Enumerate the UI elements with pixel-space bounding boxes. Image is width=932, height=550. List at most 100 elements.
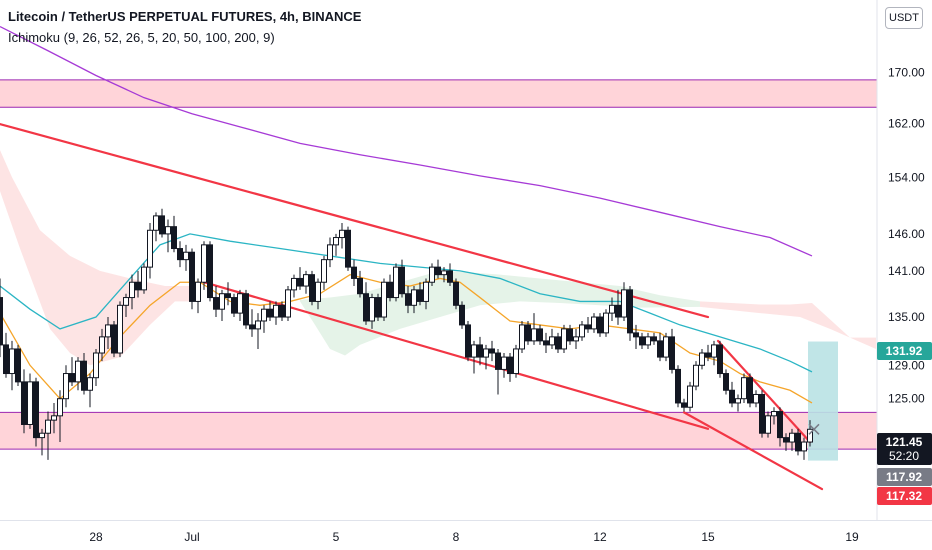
price-label-countdown: 52:20 bbox=[889, 449, 919, 463]
candle-body bbox=[88, 378, 93, 391]
candle-body bbox=[220, 294, 225, 309]
candle-body bbox=[580, 325, 585, 337]
candle bbox=[22, 369, 27, 433]
chart-title: Litecoin / TetherUS PERPETUAL FUTURES, 4… bbox=[8, 9, 361, 24]
candle-body bbox=[628, 290, 633, 333]
candle-body bbox=[226, 294, 231, 298]
candle-body bbox=[508, 357, 513, 373]
candle bbox=[718, 341, 723, 378]
candle bbox=[766, 412, 771, 438]
candle bbox=[628, 286, 633, 341]
candle-body bbox=[712, 345, 717, 357]
price-target-box bbox=[808, 342, 838, 461]
candle-body bbox=[388, 282, 393, 297]
candle-body bbox=[310, 275, 315, 302]
candle-body bbox=[466, 325, 471, 357]
candle bbox=[670, 329, 675, 374]
candle-body bbox=[16, 349, 21, 382]
ma_purple-line bbox=[0, 27, 812, 256]
candle-body bbox=[202, 245, 207, 282]
candle-body bbox=[640, 337, 645, 345]
candle bbox=[514, 345, 519, 378]
price-chart[interactable]: 170.00162.00154.00146.00141.00135.00129.… bbox=[0, 0, 932, 550]
candle bbox=[538, 325, 543, 345]
candle-body bbox=[802, 442, 807, 451]
candle bbox=[502, 353, 507, 378]
candle-body bbox=[52, 416, 57, 420]
candle-body bbox=[172, 227, 177, 249]
candle-body bbox=[670, 337, 675, 370]
candle-body bbox=[748, 378, 753, 403]
candle-body bbox=[460, 305, 465, 325]
candle bbox=[562, 325, 567, 353]
currency-unit-button[interactable]: USDT bbox=[885, 7, 923, 29]
price-label-value: 131.92 bbox=[886, 344, 923, 358]
candle bbox=[274, 301, 279, 324]
candle bbox=[4, 333, 9, 378]
candle-body bbox=[724, 374, 729, 391]
candle-body bbox=[502, 357, 507, 369]
candle-body bbox=[178, 249, 183, 260]
candle bbox=[232, 294, 237, 317]
candle-body bbox=[154, 216, 159, 230]
candle-body bbox=[472, 345, 477, 357]
candle-body bbox=[244, 294, 249, 325]
candle-body bbox=[790, 433, 795, 442]
y-tick-label: 170.00 bbox=[888, 65, 925, 79]
candle bbox=[586, 317, 591, 333]
candle-body bbox=[382, 282, 387, 317]
candle-body bbox=[742, 378, 747, 399]
candle-body bbox=[550, 337, 555, 345]
y-tick-label: 125.00 bbox=[888, 392, 925, 406]
candle bbox=[340, 223, 345, 248]
zone-box-1 bbox=[0, 412, 877, 449]
candle-body bbox=[94, 353, 99, 378]
candle-body bbox=[736, 399, 741, 403]
candle bbox=[760, 390, 765, 437]
candle bbox=[742, 374, 747, 403]
candle-body bbox=[256, 321, 261, 329]
candle bbox=[364, 282, 369, 325]
candle-body bbox=[514, 349, 519, 374]
candle-body bbox=[682, 403, 687, 407]
candle-body bbox=[634, 333, 639, 337]
candle bbox=[394, 263, 399, 301]
x-tick-label: Jul bbox=[184, 530, 199, 544]
candle bbox=[460, 301, 465, 328]
candle-body bbox=[112, 325, 117, 353]
candle bbox=[160, 209, 165, 238]
candle-body bbox=[454, 282, 459, 305]
candle-body bbox=[754, 394, 759, 402]
candle-body bbox=[322, 260, 327, 283]
candle bbox=[520, 321, 525, 353]
candle bbox=[0, 278, 3, 357]
candle bbox=[724, 369, 729, 394]
candle-body bbox=[718, 345, 723, 374]
candle bbox=[286, 286, 291, 321]
candle-body bbox=[364, 294, 369, 321]
candle-body bbox=[448, 271, 453, 282]
candle-body bbox=[4, 345, 9, 374]
candle bbox=[382, 278, 387, 321]
candle-body bbox=[562, 329, 567, 349]
candle-body bbox=[292, 278, 297, 289]
candle-body bbox=[274, 305, 279, 317]
candle-body bbox=[652, 337, 657, 341]
candle-body bbox=[316, 282, 321, 301]
x-tick-label: 19 bbox=[845, 530, 859, 544]
candle-body bbox=[334, 238, 339, 245]
candle bbox=[352, 260, 357, 286]
candle bbox=[448, 263, 453, 286]
candle-body bbox=[592, 317, 597, 329]
candle bbox=[592, 313, 597, 333]
candle bbox=[358, 271, 363, 298]
candle bbox=[730, 382, 735, 407]
candle-body bbox=[64, 374, 69, 399]
indicator-legend[interactable]: Ichimoku (9, 26, 52, 26, 5, 20, 50, 100,… bbox=[8, 30, 275, 45]
candle bbox=[736, 394, 741, 411]
candle-body bbox=[544, 341, 549, 345]
candle bbox=[238, 290, 243, 321]
candle-body bbox=[238, 294, 243, 313]
candle bbox=[376, 294, 381, 321]
candle bbox=[526, 321, 531, 345]
